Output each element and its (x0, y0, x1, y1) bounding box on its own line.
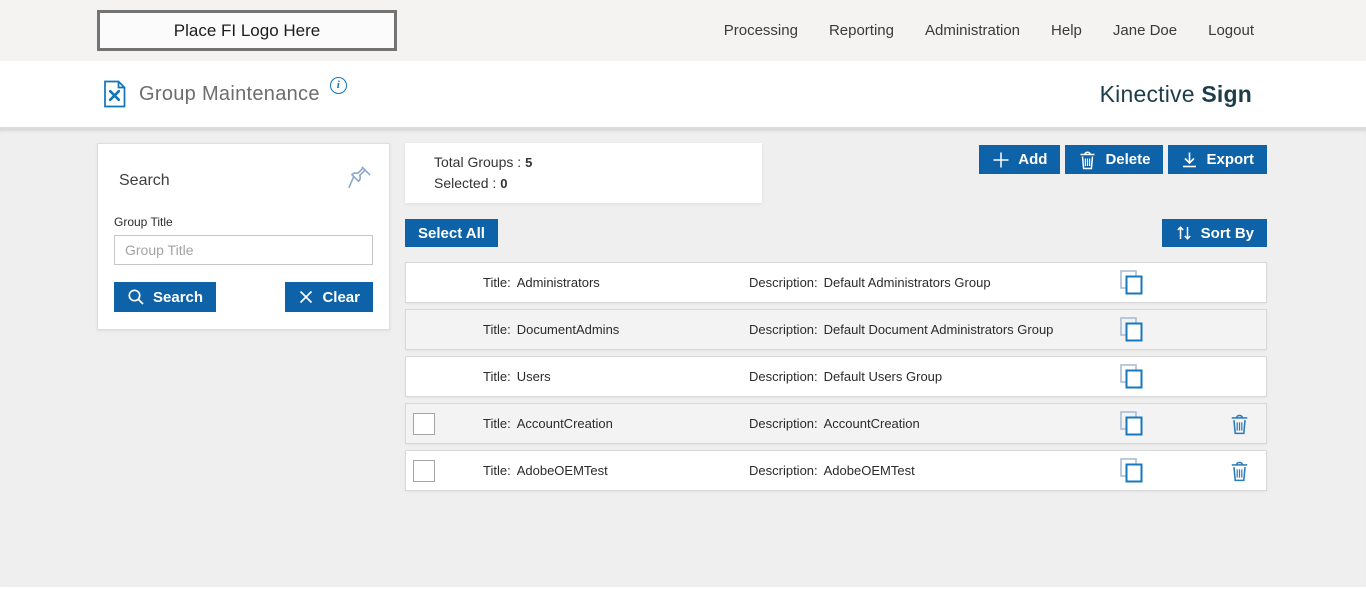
main-column: Total Groups :5 Selected :0 Add (405, 143, 1267, 497)
brand-product: Sign (1201, 80, 1252, 107)
page-title: Group Maintenance (139, 82, 320, 105)
selected-label: Selected : (434, 175, 497, 191)
row-title: AdobeOEMTest (516, 463, 608, 478)
export-button[interactable]: Export (1168, 145, 1267, 174)
nav-processing[interactable]: Processing (723, 22, 798, 39)
nav-administration[interactable]: Administration (924, 22, 1021, 39)
group-maintenance-icon (103, 80, 127, 108)
top-nav: Processing Reporting Administration Help… (724, 22, 1254, 39)
search-icon (128, 289, 144, 305)
nav-user-menu[interactable]: Jane Doe (1112, 22, 1178, 39)
brand-name: Kinective (1099, 80, 1195, 107)
table-row-documentadmins: Title: DocumentAdmins Description: Default… (405, 309, 1267, 350)
row-title: AccountCreation (516, 416, 613, 431)
row-checkbox[interactable] (413, 412, 435, 435)
table-row-adobeoemtest: Title: AdobeOEMTest Description: AdobeOEMT… (405, 450, 1267, 491)
brand-logo: Kinective Sign (1100, 81, 1252, 108)
table-row-users: Title: Users Description: Default Users Gr… (405, 356, 1267, 397)
copy-icon[interactable] (1118, 409, 1145, 438)
groups-list: Title: Administrators Description: Default… (405, 262, 1267, 491)
delete-button[interactable]: Delete (1065, 145, 1164, 174)
nav-help[interactable]: Help (1051, 22, 1082, 39)
copy-icon[interactable] (1118, 362, 1145, 391)
table-row-accountcreation: Title: AccountCreation Description: Accoun… (405, 403, 1267, 444)
sort-arrows-icon (1176, 226, 1191, 240)
selected-value: 0 (500, 176, 508, 191)
row-description: AdobeOEMTest (823, 463, 915, 478)
row-description: AccountCreation (823, 416, 920, 431)
group-stats-box: Total Groups :5 Selected :0 (405, 143, 762, 203)
search-button[interactable]: Search (114, 282, 217, 312)
copy-icon[interactable] (1118, 268, 1145, 297)
row-description: Default Administrators Group (823, 275, 991, 290)
content-area: Search Group Title Search Clear (0, 129, 1366, 587)
search-panel-title: Search (119, 172, 170, 189)
clear-x-icon (300, 290, 313, 304)
trash-icon (1080, 151, 1095, 169)
row-delete-icon[interactable] (1229, 412, 1250, 436)
copy-icon[interactable] (1118, 456, 1145, 485)
fi-logo-placeholder: Place FI Logo Here (97, 10, 397, 51)
nav-reporting[interactable]: Reporting (828, 22, 894, 39)
nav-logout[interactable]: Logout (1208, 22, 1254, 39)
clear-button[interactable]: Clear (285, 282, 373, 312)
select-all-button[interactable]: Select All (405, 219, 498, 247)
group-title-label: Group Title (114, 215, 173, 229)
sort-by-button[interactable]: Sort By (1161, 219, 1267, 247)
info-icon[interactable]: i (329, 76, 347, 94)
row-delete-icon[interactable] (1229, 459, 1250, 483)
row-title: DocumentAdmins (516, 322, 620, 337)
fi-logo-text: Place FI Logo Here (173, 20, 321, 40)
row-checkbox[interactable] (413, 459, 435, 482)
add-button[interactable]: Add (979, 145, 1061, 174)
row-title: Users (516, 369, 551, 384)
row-description: Default Users Group (823, 369, 943, 384)
total-groups-label: Total Groups : (434, 154, 522, 170)
total-groups-value: 5 (525, 155, 533, 170)
row-title: Administrators (516, 275, 600, 290)
search-panel: Search Group Title Search Clear (97, 143, 390, 330)
sub-header: Group Maintenance i Kinective Sign (0, 61, 1366, 129)
row-description: Default Document Administrators Group (823, 322, 1054, 337)
group-title-input[interactable] (114, 235, 373, 265)
copy-icon[interactable] (1118, 315, 1145, 344)
top-bar: Place FI Logo Here Processing Reporting … (0, 0, 1366, 61)
table-row-administrators: Title: Administrators Description: Default… (405, 262, 1267, 303)
pin-icon[interactable] (346, 164, 373, 191)
download-icon (1183, 152, 1197, 167)
plus-icon (993, 152, 1009, 167)
